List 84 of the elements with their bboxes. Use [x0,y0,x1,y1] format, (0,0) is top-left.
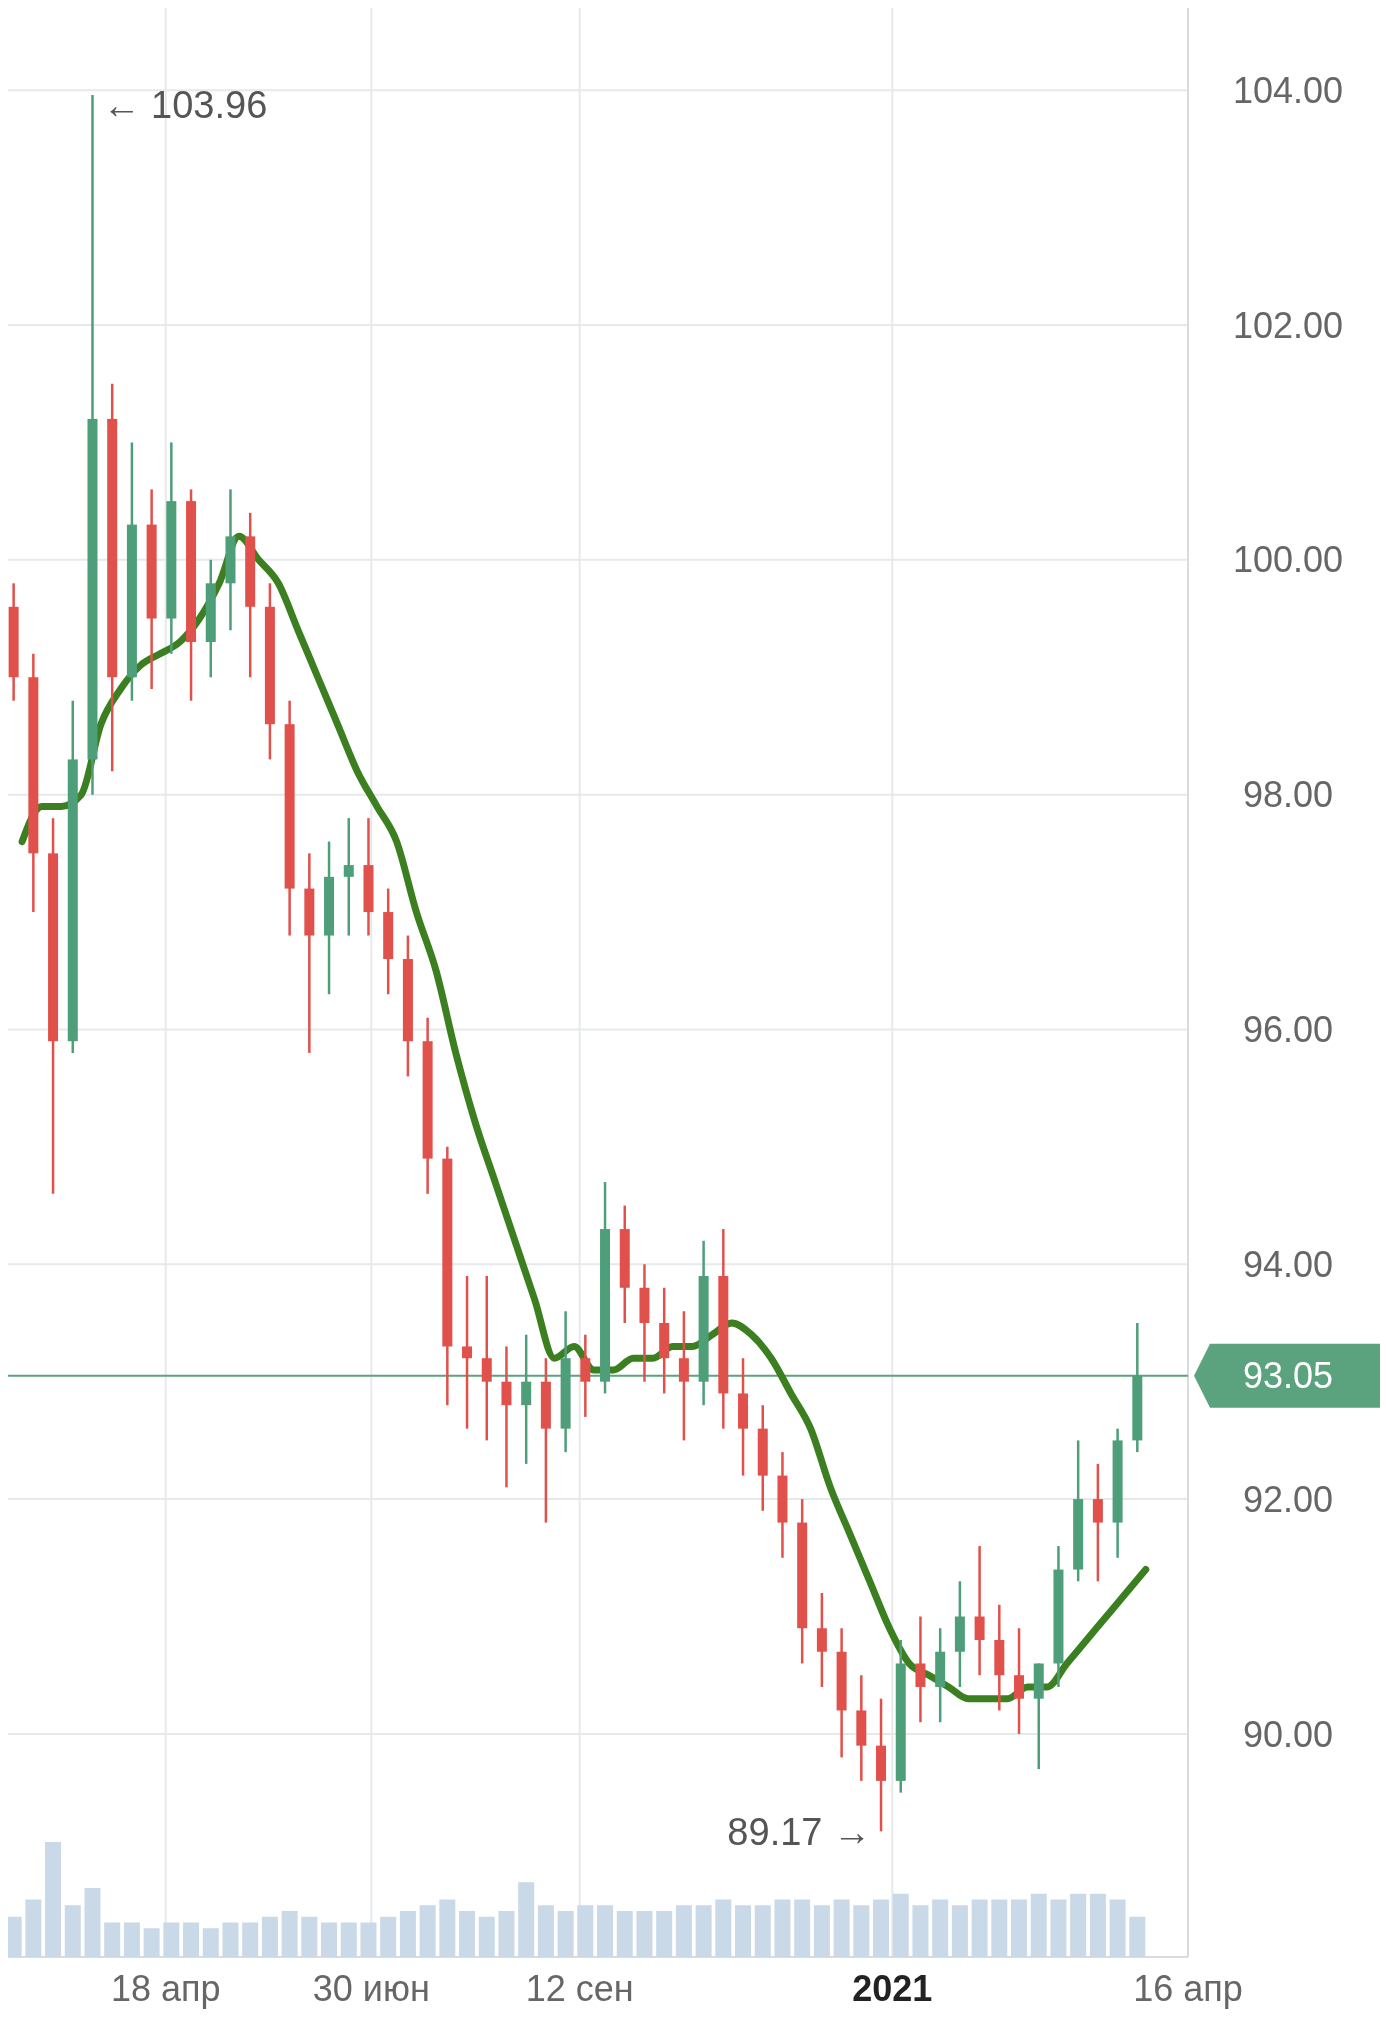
annotation: 89.17 → [727,1810,872,1853]
bar [242,1922,259,1957]
candlestick [915,1615,926,1724]
bar [616,1911,633,1957]
y-tick-label: 100.00 [1232,539,1344,581]
bar [222,1922,239,1957]
x-tick-label: 18 апр [110,1968,221,2009]
bar [360,1922,377,1957]
bar [301,1916,318,1957]
bar [577,1905,594,1957]
bar [774,1899,791,1957]
bar [163,1922,180,1957]
candlestick [1092,1462,1103,1583]
bar [478,1916,495,1957]
candlestick [501,1345,512,1489]
bar [1050,1899,1067,1957]
y-tick-label: 98.00 [1242,774,1334,816]
bar [557,1911,574,1957]
bar [321,1922,338,1957]
candlestick [1014,1627,1025,1736]
bar [261,1916,278,1957]
x-tick-label: 30 июн [312,1968,430,2009]
x-tick-label: 12 сен [525,1968,634,2009]
bar [833,1899,850,1957]
bar [183,1922,200,1957]
y-tick-label: 92.00 [1242,1478,1334,1520]
bar [25,1899,42,1957]
bar [498,1911,515,1957]
bar [1089,1893,1106,1957]
bar [84,1888,101,1957]
bar [104,1922,121,1957]
bar [932,1899,949,1957]
bar [656,1911,673,1957]
candlestick [816,1591,827,1689]
candlestick [462,1274,473,1430]
bar [951,1905,968,1957]
y-tick-label: 104.00 [1232,69,1344,111]
candlestick [343,816,354,937]
annotation: ← 103.96 [102,84,268,127]
bar [695,1905,712,1957]
bar [143,1928,160,1957]
bar [715,1899,732,1957]
bar [123,1922,140,1957]
bar [380,1916,397,1957]
bar [1129,1916,1146,1957]
bar [1011,1899,1028,1957]
bar [597,1905,614,1957]
bar [1030,1893,1047,1957]
y-tick-label: 94.00 [1242,1243,1334,1285]
y-tick-label: 96.00 [1242,1009,1334,1051]
bar [971,1899,988,1957]
bar [1109,1899,1126,1957]
candlestick [678,1310,689,1442]
bar [1070,1893,1087,1957]
bar [281,1911,298,1957]
bar [202,1928,219,1957]
bar [991,1899,1008,1957]
bar [636,1911,653,1957]
ref-line-label: 93.05 [1242,1355,1334,1397]
bar [813,1905,830,1957]
bar [794,1899,811,1957]
bar [754,1905,771,1957]
bar [340,1922,357,1957]
bar [912,1905,929,1957]
bar [892,1893,909,1957]
bar [735,1905,752,1957]
x-tick-label: 16 апр [1133,1968,1243,2009]
candlestick [974,1544,985,1677]
y-tick-label: 102.00 [1232,304,1344,346]
bar [675,1905,692,1957]
candlestick [481,1274,492,1442]
bar [419,1905,436,1957]
bar [518,1882,535,1957]
bar [459,1911,476,1957]
candlestick [580,1333,591,1419]
bar [45,1842,62,1957]
bar [537,1905,554,1957]
y-tick-label: 90.00 [1242,1713,1334,1755]
bar [873,1899,890,1957]
bar [399,1911,416,1957]
x-tick-label: 2021 [852,1968,933,2009]
bar [853,1905,870,1957]
bar [439,1899,456,1957]
bar [64,1905,81,1957]
